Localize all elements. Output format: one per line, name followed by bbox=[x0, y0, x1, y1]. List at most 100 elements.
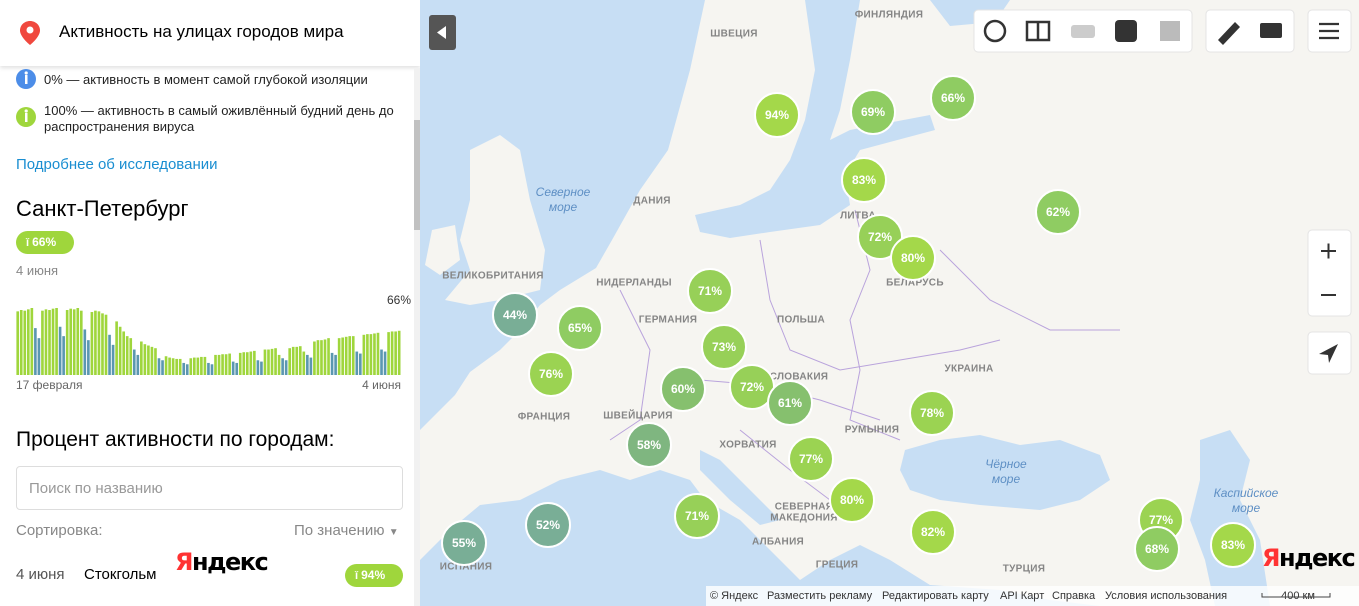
activity-bar bbox=[182, 362, 186, 375]
activity-bar bbox=[111, 344, 115, 375]
transit-button[interactable] bbox=[1115, 20, 1137, 42]
footer-bar bbox=[706, 586, 1359, 606]
city-bubble[interactable]: 77% bbox=[788, 436, 834, 482]
bubble-circle bbox=[857, 214, 903, 260]
city-bubble[interactable]: 62% bbox=[1035, 189, 1081, 235]
bubble-circle bbox=[626, 422, 672, 468]
activity-bar bbox=[136, 354, 140, 375]
activity-bar bbox=[277, 354, 281, 375]
activity-bar bbox=[313, 341, 316, 375]
sea-label: Каспийское bbox=[1214, 486, 1279, 500]
scale-bar bbox=[1261, 593, 1331, 598]
activity-bar bbox=[359, 353, 362, 375]
city-bubble[interactable]: 78% bbox=[909, 390, 955, 436]
city-date: 4 июня bbox=[16, 263, 59, 278]
country-label: АЛБАНИЯ bbox=[752, 537, 804, 548]
country-label: БЕЛАРУСЬ bbox=[886, 278, 944, 289]
activity-bar bbox=[351, 336, 355, 375]
activity-bar bbox=[189, 358, 193, 375]
bubble-circle bbox=[909, 390, 955, 436]
activity-bar bbox=[150, 346, 154, 375]
print-button[interactable] bbox=[1260, 23, 1282, 38]
city-bubble[interactable]: 82% bbox=[910, 509, 956, 555]
city-bubble[interactable]: 80% bbox=[890, 235, 936, 281]
city-bubble[interactable]: 71% bbox=[687, 268, 733, 314]
activity-bar bbox=[224, 354, 228, 375]
panorama-button[interactable] bbox=[1025, 20, 1051, 42]
activity-bar bbox=[185, 364, 189, 375]
footer-link[interactable]: API Карт bbox=[1000, 590, 1044, 602]
activity-bar bbox=[323, 339, 327, 375]
activity-bar bbox=[97, 311, 101, 375]
activity-bar bbox=[217, 354, 221, 375]
more-link[interactable]: Подробнее об исследовании bbox=[16, 156, 218, 173]
city-bubble[interactable]: 69% bbox=[850, 89, 896, 135]
city-bubble[interactable]: 65% bbox=[557, 305, 603, 351]
activity-bar bbox=[270, 348, 274, 375]
activity-bar bbox=[30, 308, 34, 375]
footer-link[interactable]: Разместить рекламу bbox=[767, 590, 873, 602]
activity-bar bbox=[242, 352, 246, 375]
city-bubble[interactable]: 83% bbox=[1210, 522, 1256, 568]
logo: Яндекс bbox=[175, 548, 269, 576]
footer-link[interactable]: Редактировать карту bbox=[882, 590, 989, 602]
bubble-label: 72% bbox=[868, 230, 892, 244]
activity-bar bbox=[348, 336, 352, 375]
sidebar: Активность на улицах городов мира 0% — а… bbox=[0, 0, 420, 606]
city-badge: ǐ 66% bbox=[16, 231, 74, 254]
activity-bar bbox=[245, 352, 249, 375]
activity-bar bbox=[115, 321, 118, 375]
city-bubble[interactable]: 58% bbox=[626, 422, 672, 468]
activity-bar bbox=[122, 331, 125, 375]
sort-label: Сортировка: bbox=[16, 522, 103, 539]
activity-bar bbox=[380, 349, 383, 375]
city-bubble[interactable]: 61% bbox=[767, 380, 813, 426]
country-label: МАКЕДОНИЯ bbox=[770, 513, 838, 524]
city-bubble[interactable]: 76% bbox=[528, 351, 574, 397]
sea-label: Северное bbox=[536, 185, 591, 199]
city-bubble[interactable]: 44% bbox=[492, 292, 538, 338]
city-bubble[interactable]: 80% bbox=[829, 477, 875, 523]
traffic-button[interactable] bbox=[1071, 25, 1095, 38]
legend-text: 100% — активность в самый оживлённый буд… bbox=[44, 103, 394, 134]
city-bubble[interactable]: 72% bbox=[857, 214, 903, 260]
bubble-label: 94% bbox=[765, 108, 789, 122]
activity-bar bbox=[214, 354, 217, 375]
activity-bar bbox=[274, 348, 277, 375]
scroll-thumb[interactable] bbox=[414, 120, 420, 230]
activity-bar bbox=[284, 360, 288, 375]
city-bubble[interactable]: 68% bbox=[1134, 526, 1180, 572]
activity-bar bbox=[306, 354, 309, 375]
city-bubble[interactable]: 71% bbox=[674, 493, 720, 539]
sort-select[interactable]: По значению ▼ bbox=[294, 522, 399, 539]
footer-link: © Яндекс bbox=[710, 590, 759, 602]
activity-bar bbox=[200, 356, 203, 375]
activity-bar bbox=[171, 358, 175, 375]
country-label: ВЕЛИКОБРИТАНИЯ bbox=[442, 271, 544, 282]
footer-link[interactable]: Условия использования bbox=[1105, 590, 1227, 602]
activity-bar bbox=[260, 361, 263, 375]
activity-bar bbox=[16, 311, 20, 375]
activity-bar bbox=[281, 358, 284, 375]
activity-bar bbox=[390, 331, 394, 375]
ruler-button[interactable] bbox=[1218, 22, 1240, 45]
city-bubble[interactable]: 94% bbox=[754, 92, 800, 138]
activity-bar bbox=[196, 357, 200, 375]
collapse-button[interactable] bbox=[429, 15, 456, 50]
city-bubble[interactable]: 52% bbox=[525, 502, 571, 548]
city-bubble[interactable]: 66% bbox=[930, 75, 976, 121]
city-bubble[interactable]: 55% bbox=[441, 520, 487, 566]
search-input[interactable]: Поиск по названию bbox=[16, 466, 403, 510]
footer-link[interactable]: Справка bbox=[1052, 590, 1096, 602]
layer-button[interactable] bbox=[983, 19, 1007, 43]
city-bubble[interactable]: 73% bbox=[701, 324, 747, 370]
city-bubble[interactable]: 72% bbox=[729, 364, 775, 410]
bubble-label: 65% bbox=[568, 321, 592, 335]
zoom-in[interactable] bbox=[1321, 243, 1336, 259]
parking-button[interactable] bbox=[1160, 21, 1180, 41]
country-label: ШВЕЙЦАРИЯ bbox=[603, 409, 672, 422]
city-bubble[interactable]: 60% bbox=[660, 366, 706, 412]
activity-bar bbox=[125, 336, 129, 375]
bubble-label: 73% bbox=[712, 340, 736, 354]
city-bubble[interactable]: 83% bbox=[841, 157, 887, 203]
